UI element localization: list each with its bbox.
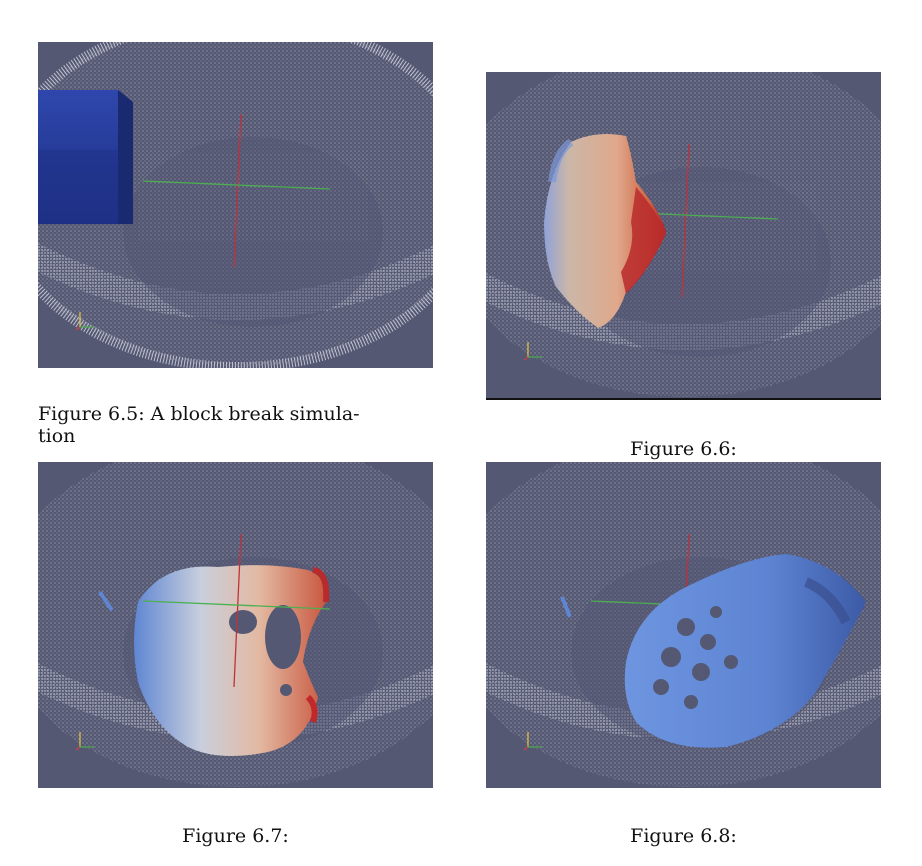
figure-6-7-image xyxy=(38,462,433,788)
caption-line-1: Figure 6.5: A block break simula- xyxy=(38,403,360,425)
figure-6-8-image xyxy=(486,462,881,788)
z-axis-line xyxy=(233,113,242,268)
figure-6-6-image xyxy=(486,72,881,400)
caption-line-2: tion xyxy=(38,425,76,447)
simulation-render xyxy=(38,42,433,368)
x-axis-line xyxy=(142,600,331,610)
orientation-axes-icon xyxy=(75,312,94,331)
figure-6-8-caption: Figure 6.8: xyxy=(630,825,737,847)
simulation-render xyxy=(38,462,433,787)
z-axis-line xyxy=(233,533,242,688)
z-axis-line xyxy=(681,143,690,298)
simulation-render xyxy=(486,72,881,397)
orientation-axes-icon xyxy=(523,732,542,751)
figure-6-5-caption: Figure 6.5: A block break simula- tion xyxy=(38,403,436,447)
figure-6-6-caption: Figure 6.6: xyxy=(630,438,737,460)
orientation-axes-icon xyxy=(75,732,94,751)
orientation-axes-icon xyxy=(523,342,542,361)
x-axis-line xyxy=(142,180,331,190)
figure-6-5-image xyxy=(38,42,433,368)
figure-6-7-caption: Figure 6.7: xyxy=(182,825,289,847)
simulation-render xyxy=(486,462,881,787)
